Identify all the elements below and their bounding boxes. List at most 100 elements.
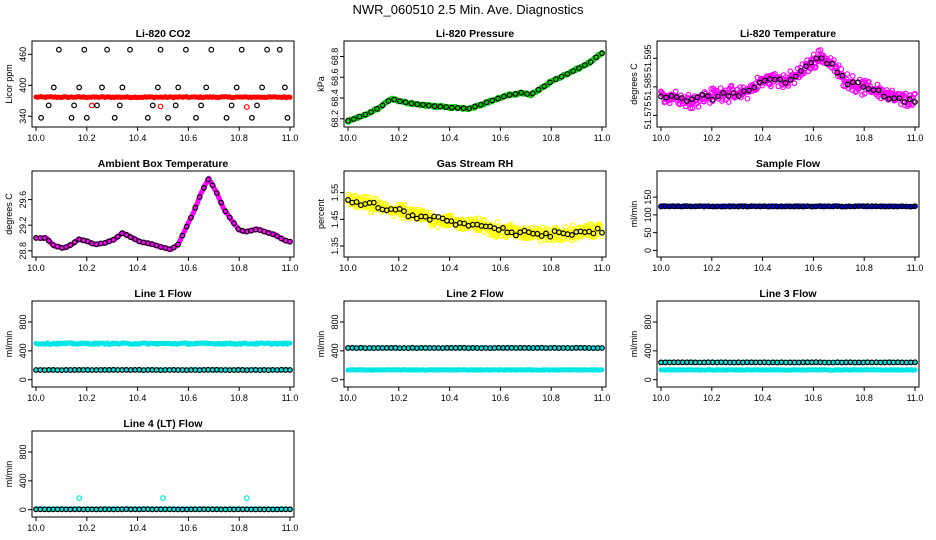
data-point	[439, 215, 446, 222]
data-point	[172, 102, 179, 109]
chart-title: Line 4 (LT) Flow	[123, 418, 203, 430]
data-point	[839, 72, 846, 79]
data-point	[598, 233, 605, 240]
data-point	[768, 83, 774, 90]
data-point	[594, 225, 601, 232]
data-point	[684, 98, 690, 104]
x-tick-label: 10.2	[703, 133, 721, 143]
data-point	[259, 84, 266, 91]
data-point	[362, 111, 369, 118]
data-point	[855, 79, 861, 86]
data-point	[524, 91, 530, 97]
plot-frame	[656, 40, 920, 128]
plot-frame	[656, 300, 920, 388]
data-point	[409, 212, 416, 219]
data-point	[713, 87, 720, 94]
x-tick-label: 10.0	[339, 263, 357, 273]
data-point	[431, 103, 438, 110]
x-tick-label: 11.0	[907, 133, 924, 143]
data-point	[149, 102, 156, 109]
data-point	[370, 199, 377, 206]
data-point	[912, 367, 918, 373]
x-tick-label: 11.0	[907, 393, 924, 403]
x-tick-label: 11.0	[282, 393, 299, 403]
data-point	[735, 93, 742, 99]
data-point	[276, 46, 283, 53]
data-point	[835, 62, 842, 68]
data-point	[780, 84, 786, 91]
data-point	[466, 105, 473, 112]
series-line2-black	[345, 344, 605, 352]
data-point	[461, 220, 468, 227]
plot-frame	[31, 300, 295, 388]
x-tick-label: 11.0	[282, 263, 299, 273]
data-point	[576, 65, 582, 71]
data-point	[284, 114, 291, 121]
data-point	[512, 90, 519, 97]
data-point	[437, 103, 444, 110]
data-point	[200, 184, 207, 191]
plot-frame	[31, 40, 295, 128]
y-tick-label: 0	[643, 248, 653, 253]
data-point	[353, 199, 360, 205]
x-tick-label: 11.0	[282, 523, 299, 533]
y-tick-label: 29.2	[18, 216, 28, 234]
data-point	[38, 114, 44, 121]
data-point	[539, 224, 546, 231]
data-point	[165, 114, 172, 121]
x-tick-label: 10.4	[129, 133, 147, 143]
y-axis-label: ml/min	[316, 331, 326, 358]
data-point	[564, 71, 571, 77]
data-point	[110, 236, 117, 243]
x-tick-label: 10.8	[230, 133, 248, 143]
data-point	[119, 84, 126, 91]
series-line3-cyan-low	[658, 367, 918, 373]
data-point	[231, 220, 237, 227]
data-point	[193, 114, 199, 121]
data-point	[538, 233, 545, 239]
x-tick-label: 10.0	[652, 133, 670, 143]
x-tick-label: 10.2	[78, 133, 96, 143]
data-point	[449, 104, 455, 111]
data-point	[233, 84, 240, 91]
data-point	[104, 46, 110, 53]
data-point	[481, 216, 488, 223]
data-point	[535, 86, 542, 93]
y-tick-label: 68.8	[330, 48, 340, 66]
x-tick-label: 10.8	[855, 393, 873, 403]
data-point	[157, 103, 164, 110]
data-point	[558, 73, 565, 80]
x-tick-label: 10.8	[855, 263, 873, 273]
y-tick-label: 460	[18, 47, 28, 62]
x-tick-label: 10.6	[805, 393, 823, 403]
x-tick-label: 10.4	[441, 393, 459, 403]
data-point	[196, 194, 203, 200]
x-tick-label: 10.4	[441, 263, 459, 273]
data-point	[480, 228, 487, 235]
x-tick-label: 10.6	[180, 393, 198, 403]
data-point	[808, 59, 815, 66]
data-point	[157, 46, 164, 53]
x-tick-label: 10.0	[27, 133, 45, 143]
data-point	[205, 176, 212, 183]
data-point	[448, 218, 455, 225]
x-tick-label: 10.8	[855, 133, 873, 143]
data-point	[287, 340, 293, 346]
y-tick-label: 400	[18, 343, 28, 358]
data-point	[494, 219, 501, 226]
data-point	[67, 242, 74, 249]
y-tick-label: 51.585	[643, 73, 653, 101]
plot-frame	[31, 430, 295, 518]
x-tick-label: 10.8	[542, 133, 560, 143]
y-axis-label: Licor ppm	[4, 64, 14, 104]
y-tick-label: 400	[643, 343, 653, 358]
data-point	[71, 102, 77, 109]
data-point	[803, 63, 809, 70]
x-tick-label: 10.4	[441, 133, 459, 143]
x-tick-label: 10.2	[390, 263, 408, 273]
data-point	[99, 84, 105, 91]
data-point	[590, 230, 597, 237]
x-tick-label: 10.6	[805, 263, 823, 273]
data-point	[401, 208, 407, 215]
